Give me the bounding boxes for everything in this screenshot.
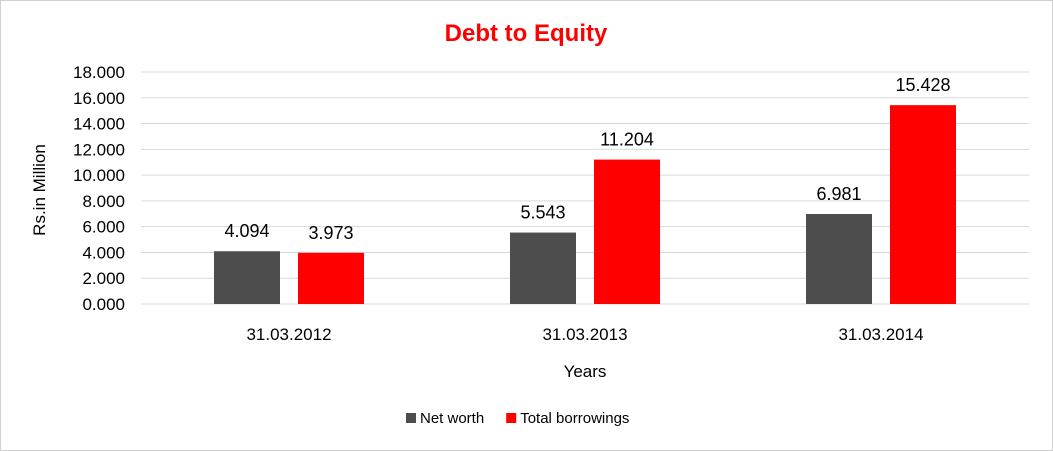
y-tick-label: 4.000: [82, 243, 125, 262]
y-tick-label: 18.000: [73, 63, 125, 82]
legend-label: Total borrowings: [520, 410, 629, 427]
bar-net-worth: [806, 214, 872, 304]
y-tick-label: 12.000: [73, 140, 125, 159]
data-labels: 4.094 3.973 5.543 11.204 6.981 15.428: [224, 75, 950, 243]
y-tick-label: 0.000: [82, 295, 125, 314]
chart-title: Debt to Equity: [445, 20, 608, 47]
legend: Net worth Total borrowings: [406, 410, 629, 427]
x-tick-label: 31.03.2013: [542, 325, 627, 344]
data-label: 4.094: [224, 221, 269, 241]
data-label: 5.543: [520, 203, 565, 223]
x-tick-label: 31.03.2012: [246, 325, 331, 344]
y-tick-label: 14.000: [73, 115, 125, 134]
legend-swatch: [406, 413, 416, 423]
x-tick-label: 31.03.2014: [838, 325, 923, 344]
bar-total-borrowings: [890, 105, 956, 304]
y-tick-label: 10.000: [73, 166, 125, 185]
gridlines: [141, 71, 1029, 305]
y-axis-title: Rs.in Million: [30, 144, 49, 236]
bars: [214, 105, 956, 304]
data-label: 3.973: [308, 223, 353, 243]
bar-total-borrowings: [594, 159, 660, 304]
y-tick-label: 2.000: [82, 269, 125, 288]
y-tick-label: 6.000: [82, 218, 125, 237]
bar-total-borrowings: [298, 252, 364, 304]
data-label: 6.981: [816, 184, 861, 204]
y-axis-ticks: 0.000 2.000 4.000 6.000 8.000 10.000 12.000 14.…: [73, 63, 125, 314]
y-tick-label: 8.000: [82, 192, 125, 211]
legend-swatch: [506, 413, 517, 423]
bar-net-worth: [214, 251, 280, 304]
bar-net-worth: [510, 232, 576, 304]
legend-label: Net worth: [420, 410, 484, 427]
data-label: 15.428: [895, 75, 950, 95]
data-label: 11.204: [600, 130, 654, 150]
x-axis-title: Years: [564, 362, 607, 381]
y-tick-label: 16.000: [73, 89, 125, 108]
x-axis-ticks: 31.03.2012 31.03.2013 31.03.2014: [246, 325, 923, 344]
